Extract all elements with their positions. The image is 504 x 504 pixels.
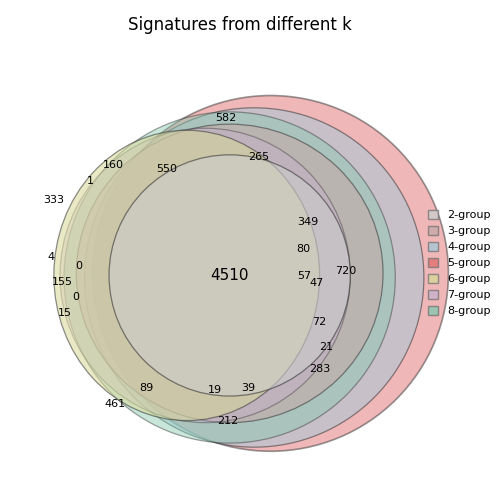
Text: 212: 212 (217, 416, 238, 425)
Text: 21: 21 (319, 342, 333, 352)
Text: 4: 4 (47, 252, 54, 262)
Ellipse shape (54, 130, 320, 420)
Ellipse shape (85, 108, 424, 447)
Ellipse shape (109, 155, 350, 396)
Ellipse shape (93, 96, 449, 451)
Text: 550: 550 (156, 164, 177, 174)
Legend: 2-group, 3-group, 4-group, 5-group, 6-group, 7-group, 8-group: 2-group, 3-group, 4-group, 5-group, 6-gr… (424, 206, 495, 321)
Ellipse shape (60, 128, 350, 423)
Text: 0: 0 (72, 292, 79, 302)
Text: 349: 349 (297, 217, 318, 227)
Text: 333: 333 (43, 195, 65, 205)
Text: 72: 72 (311, 318, 326, 328)
Text: 461: 461 (105, 399, 125, 409)
Text: 582: 582 (215, 113, 236, 123)
Title: Signatures from different k: Signatures from different k (128, 16, 352, 34)
Text: 265: 265 (248, 152, 269, 162)
Text: 47: 47 (309, 278, 324, 288)
Text: 15: 15 (58, 308, 72, 318)
Text: 720: 720 (335, 266, 356, 276)
Text: 1: 1 (87, 176, 94, 186)
Text: 4510: 4510 (210, 268, 249, 283)
Text: 39: 39 (241, 383, 255, 393)
Text: 57: 57 (297, 271, 311, 281)
Ellipse shape (76, 124, 383, 423)
Text: 283: 283 (309, 364, 330, 374)
Text: 0: 0 (75, 262, 82, 272)
Text: 155: 155 (51, 277, 73, 287)
Text: 19: 19 (208, 385, 222, 395)
Text: 89: 89 (140, 383, 154, 393)
Text: 80: 80 (296, 244, 310, 254)
Ellipse shape (64, 112, 395, 443)
Text: 160: 160 (103, 160, 123, 170)
